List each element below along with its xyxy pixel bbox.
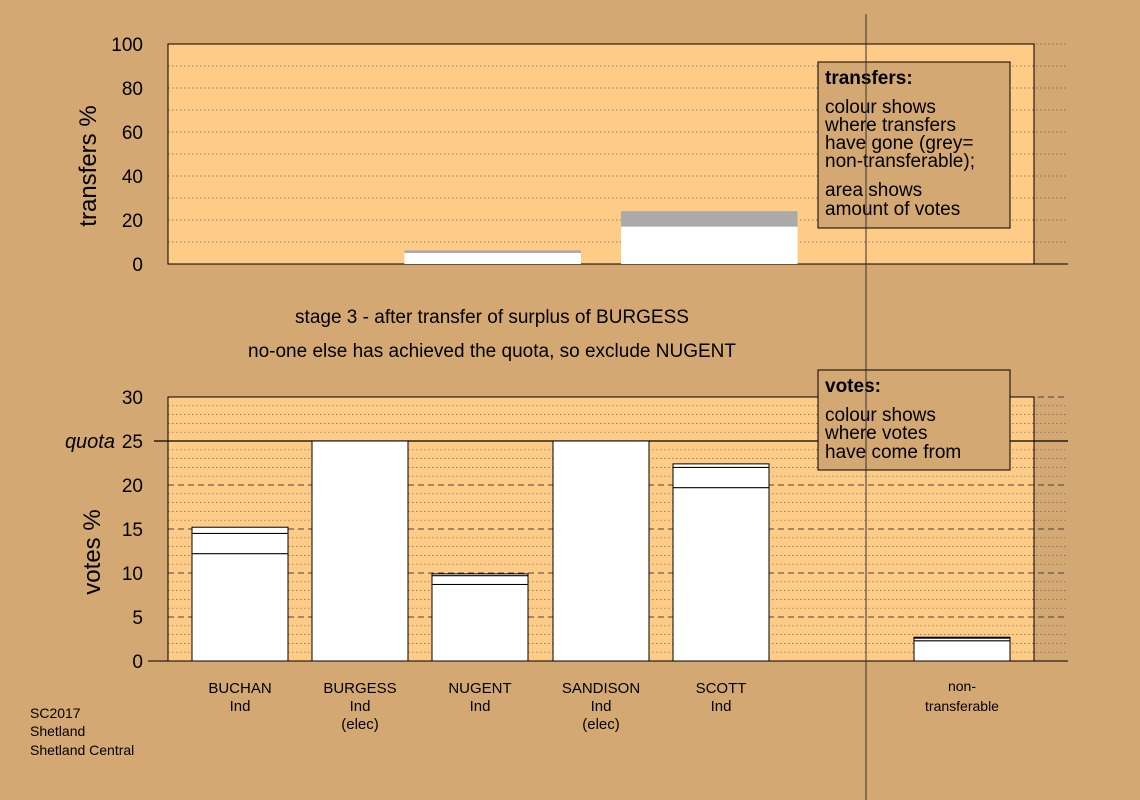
stage-heading: stage 3 - after transfer of surplus of B…	[295, 307, 689, 328]
vote-bar-segment	[431, 583, 529, 662]
transfers-tick-label: 20	[122, 211, 143, 232]
transfer-bar-segment	[404, 253, 581, 264]
vote-bar-segment	[191, 526, 289, 534]
candidate-party: Ind	[230, 698, 251, 715]
candidate-name: BURGESS	[323, 680, 396, 697]
votes-y-ticks: 0 5 10 15 20 25 30	[122, 388, 143, 673]
votes-tick-label: 20	[122, 476, 143, 497]
footer-year: SC2017	[30, 705, 81, 721]
votes-y-axis-label: votes %	[79, 509, 106, 594]
footer-ward: Shetland Central	[30, 742, 134, 758]
vote-bar-segment	[311, 440, 409, 662]
transfers-tick-label: 100	[111, 35, 143, 56]
vote-bar-segment	[431, 575, 529, 585]
transfers-tick-label: 80	[122, 79, 143, 100]
votes-tick-label: 25	[122, 432, 143, 453]
vote-bar-segment	[672, 463, 770, 468]
candidate-name: SCOTT	[696, 680, 747, 697]
transfers-tick-label: 60	[122, 123, 143, 144]
transfers-tick-label: 0	[132, 255, 143, 276]
transfers-legend: transfers: colour shows where transfers …	[817, 61, 1011, 229]
votes-legend-line: colour shows	[825, 405, 936, 426]
candidate-labels: BUCHAN Ind BURGESS Ind (elec) NUGENT Ind…	[208, 678, 999, 733]
transfers-legend-title: transfers:	[825, 68, 913, 89]
vote-bar-segment	[913, 636, 1011, 639]
votes-tick-label: 15	[122, 520, 143, 541]
candidate-status: (elec)	[582, 716, 620, 733]
vote-bar-segment	[552, 440, 650, 662]
transfers-y-ticks: 0 20 40 60 80 100	[111, 35, 143, 276]
votes-legend-box	[817, 369, 1011, 471]
votes-legend-line: have come from	[825, 442, 961, 463]
votes-bars	[191, 440, 1011, 662]
candidate-party: Ind	[591, 698, 612, 715]
transfers-bars	[404, 211, 798, 264]
transfers-gridlines	[167, 43, 1068, 265]
transfers-tick-label: 40	[122, 167, 143, 188]
vote-bar-segment	[913, 640, 1011, 662]
votes-tick-label: 5	[132, 608, 143, 629]
candidate-party: Ind	[470, 698, 491, 715]
transfer-bar-segment	[621, 211, 798, 227]
transfers-legend-line: where transfers	[824, 115, 956, 136]
votes-legend-line: where votes	[824, 423, 927, 444]
vote-bar-segment	[191, 532, 289, 555]
non-transferable-label: non-	[948, 678, 976, 694]
transfers-legend-line: area shows	[825, 180, 922, 201]
votes-legend-title: votes:	[825, 376, 881, 397]
quota-label: quota	[65, 431, 115, 453]
votes-tick-label: 10	[122, 564, 143, 585]
candidate-name: SANDISON	[562, 680, 640, 697]
transfers-legend-box	[817, 61, 1011, 229]
candidate-name: BUCHAN	[208, 680, 271, 697]
transfers-legend-line: have gone (grey=	[825, 133, 973, 154]
votes-legend: votes: colour shows where votes have com…	[817, 369, 1011, 471]
votes-tick-label: 0	[132, 652, 143, 673]
transfer-bar-segment	[404, 250, 581, 253]
vote-bar-segment	[191, 553, 289, 662]
transfers-legend-line: amount of votes	[825, 199, 960, 220]
transfers-legend-line: colour shows	[825, 97, 936, 118]
footer-council: Shetland	[30, 723, 85, 739]
transfer-bar-segment	[621, 226, 798, 264]
stage-subheading: no-one else has achieved the quota, so e…	[248, 341, 736, 362]
transfers-y-axis-label: transfers %	[75, 105, 102, 226]
transfers-legend-line: non-transferable);	[825, 151, 975, 172]
vote-bar-segment	[672, 487, 770, 662]
non-transferable-label: transferable	[925, 698, 999, 714]
candidate-name: NUGENT	[448, 680, 511, 697]
candidate-status: (elec)	[341, 716, 379, 733]
vote-bar-segment	[672, 466, 770, 489]
candidate-party: Ind	[711, 698, 732, 715]
votes-tick-label: 30	[122, 388, 143, 409]
candidate-party: Ind	[350, 698, 371, 715]
vote-bar-segment	[431, 573, 529, 577]
